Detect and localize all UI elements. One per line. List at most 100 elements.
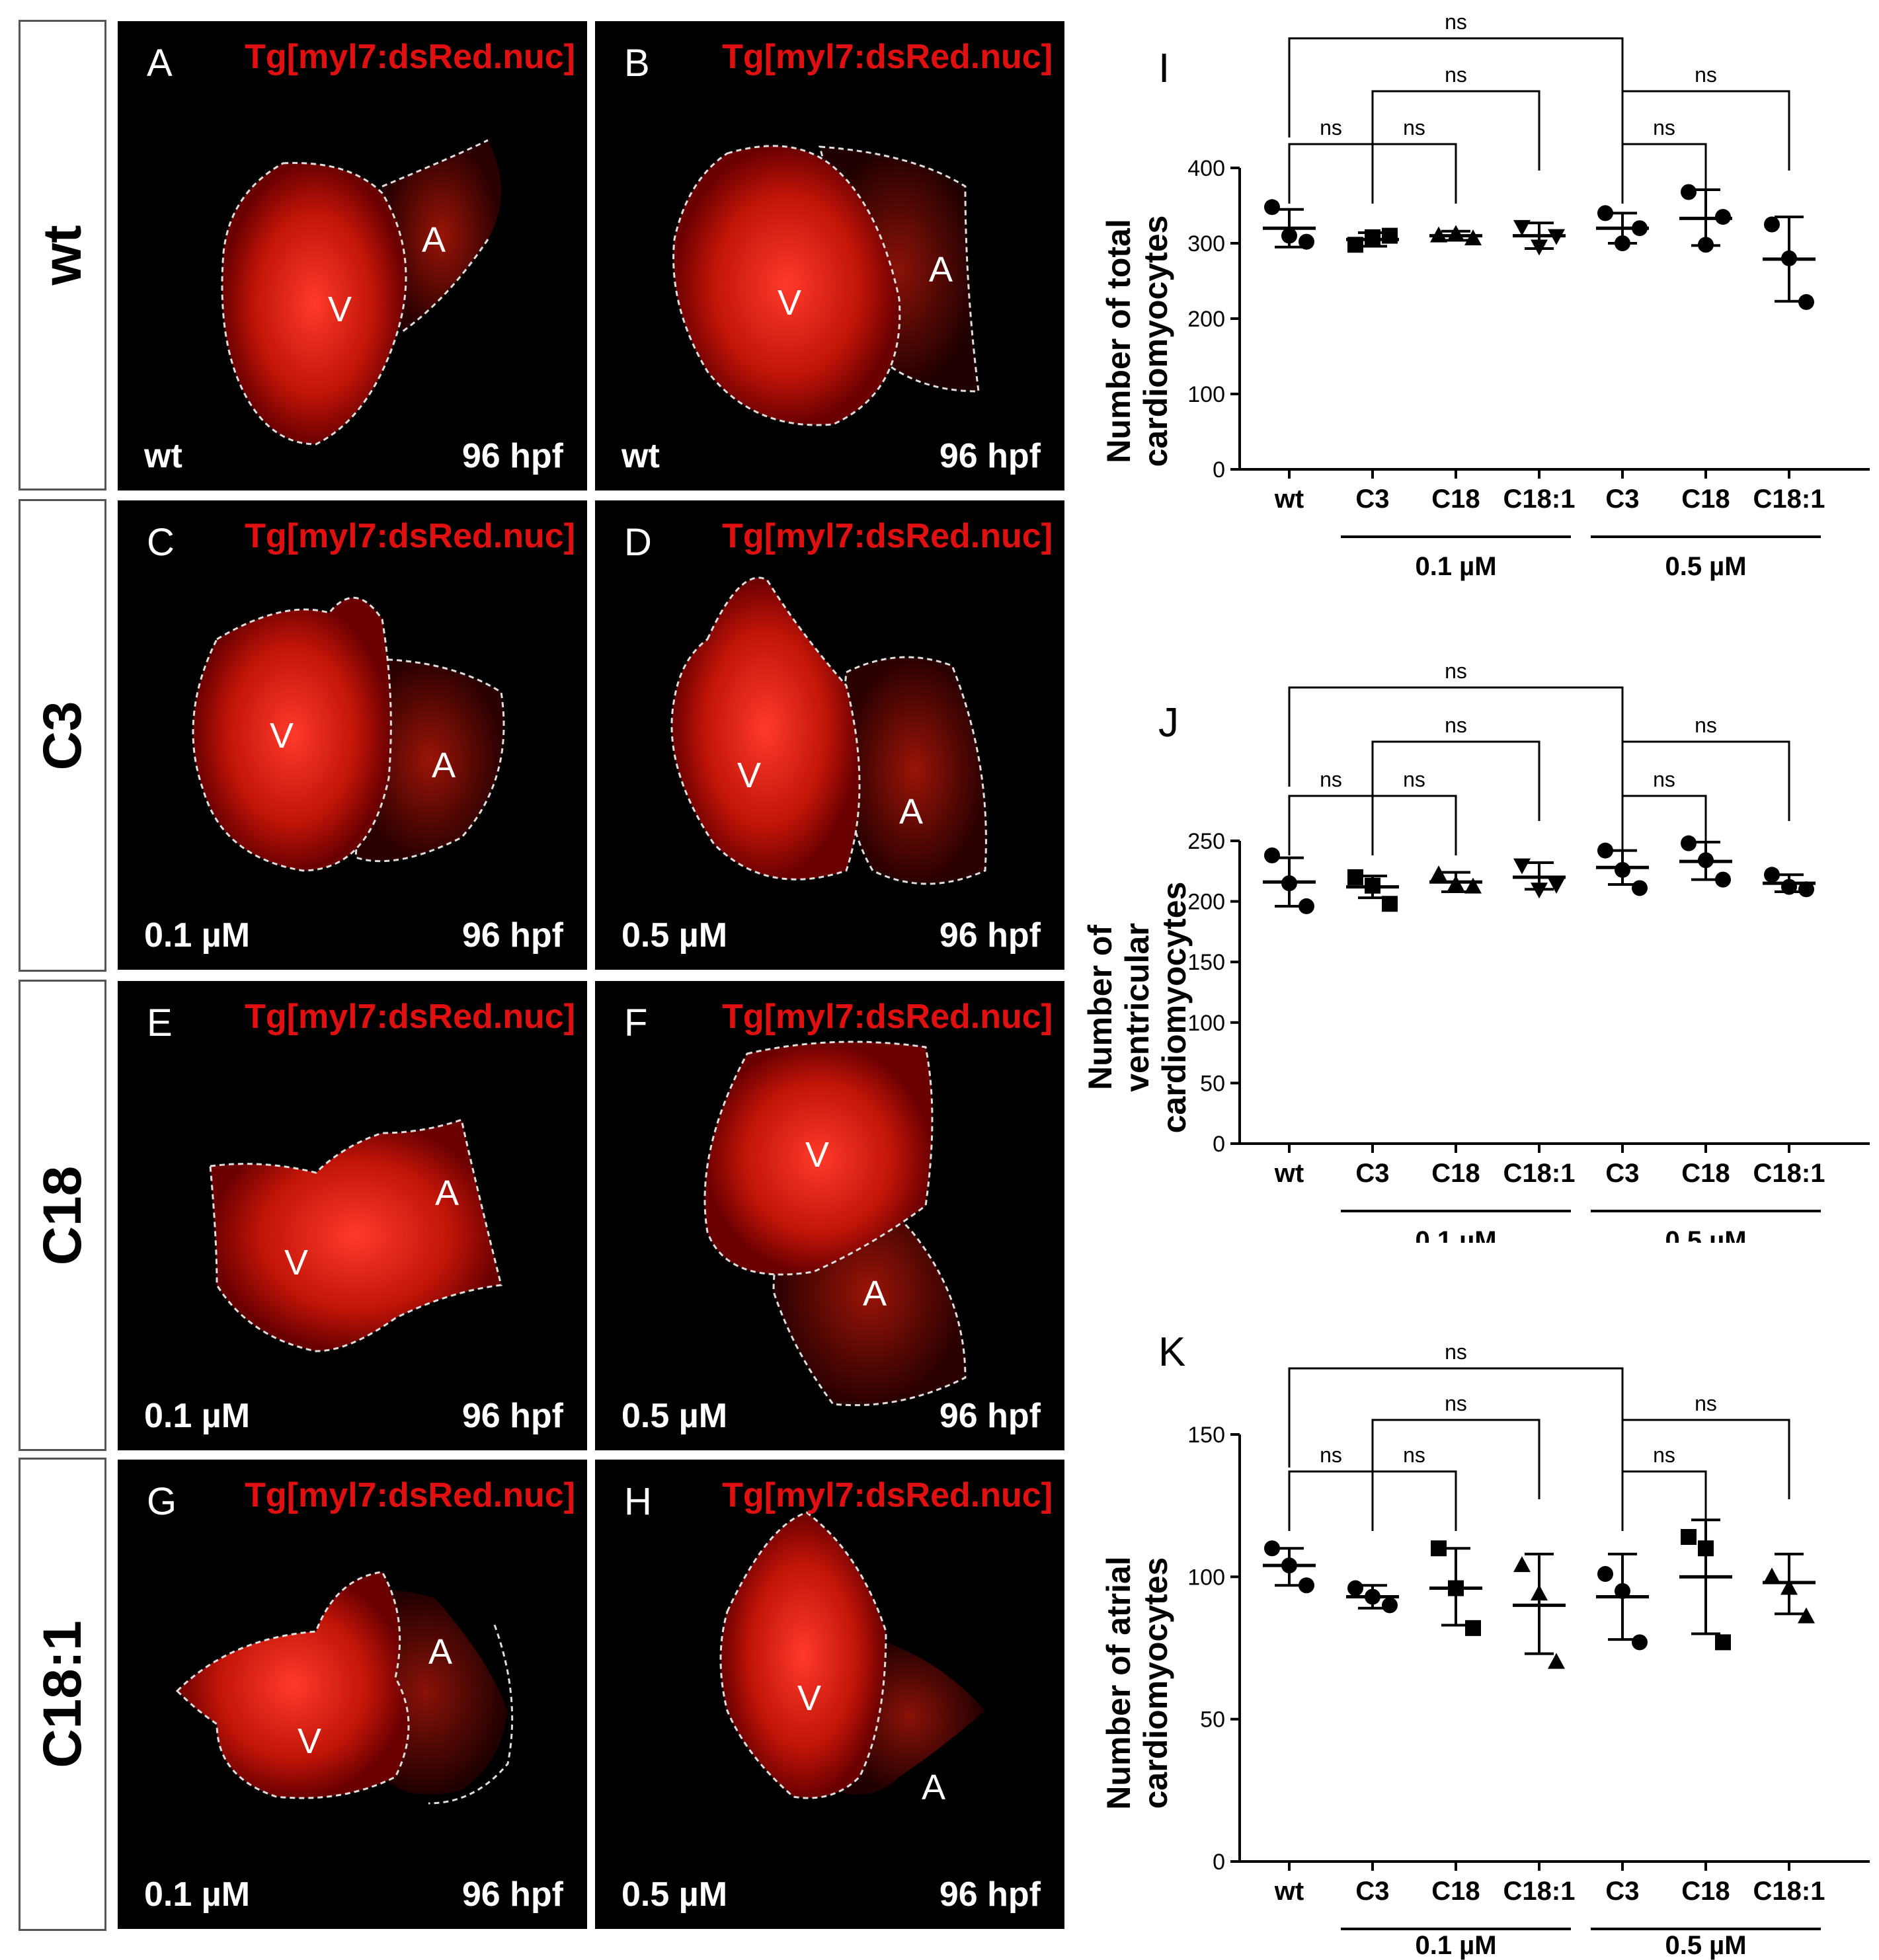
significance-bracket [1371, 1419, 1540, 1499]
row-label-text: wt [32, 225, 93, 286]
y-tick-label: 50 [1200, 1071, 1225, 1096]
row-label-c18-1: C18:1 [19, 1458, 106, 1931]
data-point [1681, 1529, 1697, 1546]
y-tick-label: 250 [1187, 829, 1225, 854]
atrium-label: A [432, 746, 456, 785]
significance-bracket [1288, 1470, 1374, 1531]
atrium-label: A [922, 1768, 946, 1807]
ventricle-label: V [328, 290, 352, 329]
data-point [1513, 858, 1531, 875]
data-point [1447, 225, 1464, 241]
data-point [1465, 1620, 1481, 1636]
heart-image [192, 596, 505, 872]
row-label-text: C3 [32, 701, 93, 770]
y-tick-label: 50 [1200, 1707, 1225, 1733]
image-panel-d: D Tg[myl7:dsRed.nuc] V A 0.5 µM 96 hpf [595, 500, 1064, 970]
condition-label: 0.5 µM [621, 916, 728, 955]
significance-bracket [1621, 90, 1790, 171]
stage-label: 96 hpf [939, 916, 1041, 955]
atrium-label: A [435, 1173, 460, 1213]
atrium-label: A [428, 1632, 453, 1672]
significance-bracket [1621, 143, 1707, 204]
data-point [1781, 250, 1797, 266]
chart-ventricular-cardiomyocytes: J Number of ventricular cardiomyocytes 0… [1058, 635, 1879, 1243]
group-label: 0.1 µM [1415, 552, 1496, 581]
data-point [1681, 835, 1697, 851]
condition-label: wt [144, 437, 182, 475]
x-tick-label: C3 [1605, 485, 1639, 514]
significance-label: ns [1653, 767, 1675, 791]
data-point [1365, 229, 1380, 245]
significance-label: ns [1653, 1443, 1675, 1467]
panel-letter: C [147, 521, 175, 564]
x-tick-label: C18:1 [1503, 1159, 1576, 1188]
data-point [1382, 896, 1398, 912]
data-point [1464, 877, 1482, 894]
panel-letter: E [147, 1001, 173, 1044]
ventricle-label: V [284, 1243, 309, 1282]
significance-label: ns [1320, 1443, 1342, 1467]
row-label-wt: wt [19, 20, 106, 490]
reporter-label: Tg[myl7:dsRed.nuc] [722, 1476, 1053, 1514]
stage-label: 96 hpf [461, 1875, 563, 1914]
significance-label: ns [1695, 713, 1717, 737]
chart-panel-letter: I [1158, 46, 1170, 91]
data-point [1299, 898, 1314, 914]
chart-panel-letter: K [1158, 1329, 1186, 1375]
y-tick-label: 100 [1187, 1011, 1225, 1036]
condition-label: 0.1 µM [144, 916, 251, 955]
significance-bracket [1288, 37, 1624, 137]
data-point [1513, 219, 1531, 236]
x-tick-label: C18:1 [1503, 1877, 1576, 1906]
heart-image [672, 145, 980, 426]
heart-image [175, 1571, 514, 1805]
significance-label: ns [1445, 63, 1467, 87]
x-tick-label: wt [1274, 1159, 1304, 1188]
significance-bracket [1371, 90, 1540, 171]
significance-bracket [1371, 1470, 1457, 1531]
image-panel-f: F Tg[myl7:dsRed.nuc] V A 0.5 µM 96 hpf [595, 981, 1064, 1450]
x-tick-label: C18 [1431, 1877, 1480, 1906]
x-tick-label: C18:1 [1503, 485, 1576, 514]
image-panel-e: E Tg[myl7:dsRed.nuc] V A 0.1 µM 96 hpf [118, 981, 587, 1450]
data-point [1763, 1567, 1780, 1584]
significance-bracket [1621, 1470, 1707, 1531]
image-panel-g: G Tg[myl7:dsRed.nuc] V A 0.1 µM 96 hpf [118, 1460, 587, 1929]
x-tick-label: C3 [1355, 485, 1389, 514]
data-point [1698, 237, 1714, 253]
row-label-text: C18 [32, 1165, 93, 1265]
row-label-text: C18:1 [32, 1620, 93, 1768]
data-point [1632, 220, 1648, 237]
ventricle-label: V [270, 716, 294, 756]
significance-bracket [1371, 143, 1457, 204]
chart-atrial-cardiomyocytes: K Number of atrial cardiomyocytes 0 50 100… [1058, 1315, 1879, 1960]
x-tick-label: wt [1274, 1877, 1304, 1906]
ventricle-label: V [797, 1678, 822, 1718]
condition-label: wt [621, 437, 660, 475]
data-point [1548, 877, 1565, 894]
data-point [1299, 1577, 1314, 1594]
significance-bracket [1288, 795, 1374, 855]
x-tick-label: C3 [1355, 1159, 1389, 1188]
y-tick-label: 400 [1187, 156, 1225, 181]
reporter-label: Tg[myl7:dsRed.nuc] [722, 517, 1053, 555]
chart-plot: 0 50 100 150 200 250 wt C3 C18 C18:1 C3 C18 C18:1 0.1… [1187, 659, 1870, 1243]
data-point [1264, 1540, 1280, 1557]
x-tick-label: C18:1 [1753, 485, 1825, 514]
data-point [1597, 205, 1613, 221]
chart-panel-letter: J [1158, 700, 1179, 746]
x-tick-label: C18 [1431, 485, 1480, 514]
data-point [1798, 881, 1814, 898]
image-panel-b: B Tg[myl7:dsRed.nuc] V A wt 96 hpf [595, 21, 1064, 490]
y-tick-label: 200 [1187, 307, 1225, 332]
chart-plot: 0 100 200 300 400 wt C3 C18 C18:1 C3 C18 C18:1 0.1 µ… [1187, 10, 1870, 581]
data-point [1531, 239, 1548, 256]
heart-image [719, 1511, 985, 1799]
data-point [1281, 1557, 1297, 1574]
data-point [1615, 861, 1630, 878]
data-point [1264, 847, 1280, 863]
significance-label: ns [1653, 116, 1675, 139]
x-tick-label: C18 [1681, 1159, 1730, 1188]
data-point [1281, 875, 1297, 892]
data-point [1597, 842, 1613, 859]
